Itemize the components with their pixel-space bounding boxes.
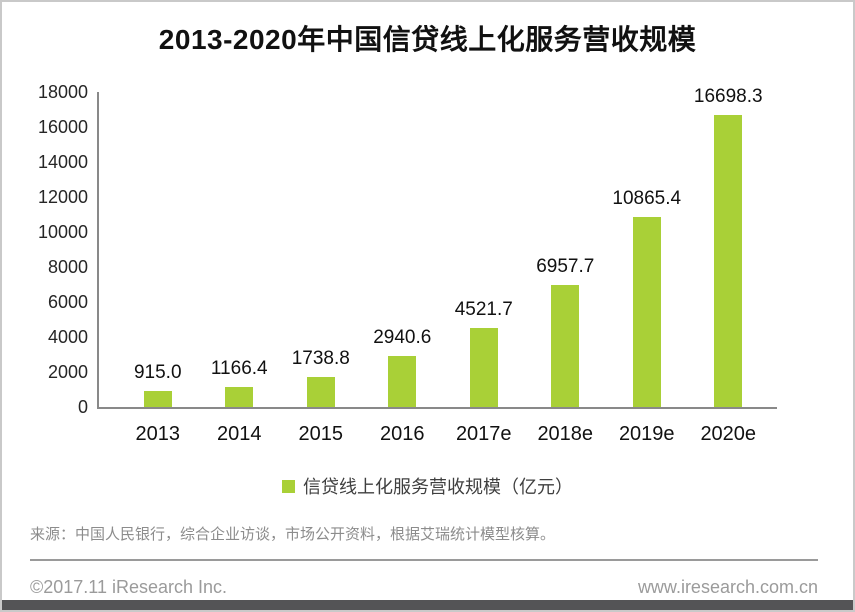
y-tick-label: 16000 <box>37 117 88 137</box>
bar-value-label: 2940.6 <box>373 326 432 348</box>
bar-column: 1738.8 2015 <box>280 92 362 445</box>
bar-value-label: 16698.3 <box>693 85 763 107</box>
copyright-text: ©2017.11 iResearch Inc. <box>30 577 228 597</box>
bar <box>388 355 417 407</box>
bar-column: 16698.3 2020e <box>688 86 770 445</box>
bar-column: 2940.6 2016 <box>362 92 444 445</box>
bar-value-label: 6957.7 <box>536 256 595 278</box>
bar-value-label: 915.0 <box>133 362 182 383</box>
bar-column: 4521.7 2017e <box>443 92 525 445</box>
bar <box>469 327 498 407</box>
y-tick-label: 12000 <box>37 187 88 207</box>
x-axis-label: 2015 <box>298 423 344 445</box>
y-tick-label: 2000 <box>47 362 88 382</box>
y-tick-label: 8000 <box>47 257 88 277</box>
legend-marker-icon <box>282 479 295 493</box>
bar-value-label: 10865.4 <box>612 187 682 209</box>
x-axis-label: 2020e <box>700 423 757 445</box>
chart-title: 2013-2020年中国信贷线上化服务营收规模 <box>158 24 697 55</box>
bar <box>225 386 254 407</box>
footer-divider <box>30 559 818 561</box>
y-tick-label: 0 <box>77 397 88 417</box>
bar-value-label: 4521.7 <box>454 298 513 320</box>
bar <box>143 391 172 407</box>
bar <box>714 114 743 407</box>
bar <box>551 285 580 407</box>
x-axis-label: 2018e <box>537 423 594 445</box>
y-tick-label: 6000 <box>47 292 88 312</box>
source-note: 来源：中国人民银行，综合企业访谈，市场公开资料，根据艾瑞统计模型核算。 <box>30 526 556 543</box>
x-axis-label: 2014 <box>217 423 262 445</box>
bar-value-label: 1166.4 <box>210 357 268 379</box>
website-link[interactable]: www.iresearch.com.cn <box>637 577 818 597</box>
bar-column: 915.0 2013 <box>117 92 199 445</box>
bar-value-label: 1738.8 <box>291 347 350 369</box>
plot-area: 915.0 2013 1166.4 2014 1738.8 2015 2940.6 2016 4… <box>97 86 777 445</box>
legend-label: 信贷线上化服务营收规模（亿元） <box>303 477 573 497</box>
bars-container: 915.0 2013 1166.4 2014 1738.8 2015 2940.6 2016 4… <box>117 86 770 445</box>
y-tick-label: 18000 <box>37 82 88 102</box>
bar-column: 6957.7 2018e <box>525 92 607 445</box>
x-axis-label: 2013 <box>135 423 181 445</box>
bottom-accent-bar <box>2 600 853 610</box>
bar <box>632 216 661 407</box>
bar-column: 10865.4 2019e <box>606 92 688 445</box>
y-tick-label: 4000 <box>47 327 88 347</box>
y-axis-labels: 18000 16000 14000 12000 10000 8000 6000 4000 200… <box>2 82 88 417</box>
bar <box>306 376 335 407</box>
x-axis-label: 2016 <box>380 423 425 445</box>
legend: 信贷线上化服务营收规模（亿元） <box>2 473 853 499</box>
footer: ©2017.11 iResearch Inc. www.iresearch.co… <box>30 577 818 598</box>
x-axis-label: 2017e <box>455 423 512 445</box>
x-axis-label: 2019e <box>618 423 675 445</box>
y-tick-label: 10000 <box>37 222 88 242</box>
bar-column: 1166.4 2014 <box>199 92 281 445</box>
y-tick-label: 14000 <box>37 152 88 172</box>
